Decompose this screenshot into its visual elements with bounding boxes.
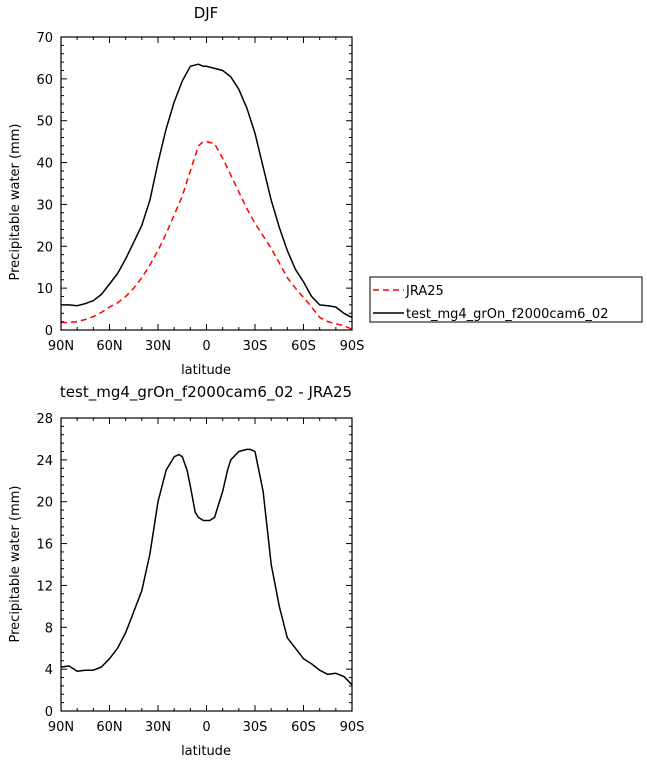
- x-tick-label: 90S: [340, 339, 365, 354]
- y-tick-label: 20: [36, 240, 53, 255]
- y-axis-label: Precipitable water (mm): [8, 486, 23, 643]
- y-axis-label: Precipitable water (mm): [8, 124, 23, 281]
- y-tick-label: 50: [36, 115, 53, 130]
- x-tick-label: 90N: [48, 720, 74, 735]
- djf-panel: DJF latitude Precipitable water (mm) 90N…: [8, 4, 364, 378]
- x-tick-label: 60S: [291, 720, 316, 735]
- legend: JRA25 test_mg4_grOn_f2000cam6_02: [369, 276, 643, 323]
- difference-panel: test_mg4_grOn_f2000cam6_02 - JRA25 latit…: [8, 383, 364, 759]
- x-tick-label: 30N: [145, 339, 171, 354]
- chart-title: test_mg4_grOn_f2000cam6_02 - JRA25: [60, 383, 352, 402]
- y-tick-label: 30: [36, 198, 53, 213]
- legend-box: [369, 276, 643, 323]
- y-tick-label: 8: [45, 621, 53, 636]
- x-tick-label: 0: [202, 339, 210, 354]
- y-tick-label: 4: [45, 663, 53, 678]
- axis-ticks: 90N 60N 30N 0 30S 60S 90S 0 10 20 30 40 50 60 70: [36, 31, 364, 354]
- y-tick-label: 0: [45, 324, 53, 339]
- y-tick-label: 24: [36, 454, 53, 469]
- x-tick-label: 90S: [340, 720, 365, 735]
- y-tick-label: 10: [36, 282, 53, 297]
- x-tick-label: 30N: [145, 720, 171, 735]
- x-axis-label: latitude: [181, 744, 231, 759]
- series-line-1: [61, 63, 353, 319]
- axis-ticks: 90N 60N 30N 0 30S 60S 90S 0 4 8 12 16 20 24 28: [36, 412, 364, 735]
- y-tick-label: 60: [36, 73, 53, 88]
- y-tick-label: 70: [36, 31, 53, 46]
- y-tick-label: 20: [36, 496, 53, 511]
- y-tick-label: 12: [36, 579, 53, 594]
- y-tick-label: 28: [36, 412, 53, 427]
- x-tick-label: 30S: [243, 720, 268, 735]
- plot-frame: [60, 36, 353, 331]
- series-line-0: [61, 140, 353, 330]
- x-tick-label: 0: [202, 720, 210, 735]
- legend-label-test: test_mg4_grOn_f2000cam6_02: [406, 307, 608, 322]
- plot-frame: [60, 417, 353, 712]
- x-tick-label: 60N: [96, 720, 122, 735]
- x-tick-label: 60N: [96, 339, 122, 354]
- x-axis-label: latitude: [181, 363, 231, 378]
- y-tick-label: 0: [45, 705, 53, 720]
- y-tick-label: 16: [36, 538, 53, 553]
- series-lines: [60, 448, 353, 686]
- legend-label-jra25: JRA25: [405, 284, 444, 299]
- x-tick-label: 90N: [48, 339, 74, 354]
- x-tick-label: 60S: [291, 339, 316, 354]
- x-tick-label: 30S: [243, 339, 268, 354]
- series-lines: [61, 63, 353, 330]
- series-line-0: [60, 448, 353, 686]
- y-tick-label: 40: [36, 157, 53, 172]
- chart-title: DJF: [194, 4, 219, 22]
